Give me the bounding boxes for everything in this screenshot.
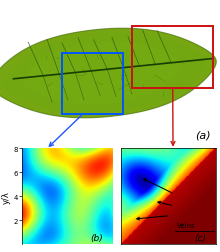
Y-axis label: y/λ: y/λ [2,190,11,203]
PathPatch shape [0,29,216,118]
Text: (a): (a) [196,130,211,140]
Text: Veins: Veins [177,222,195,228]
PathPatch shape [23,42,181,105]
Text: (b): (b) [90,233,103,242]
PathPatch shape [3,34,206,114]
Bar [62,53,123,114]
PathPatch shape [0,29,216,118]
Bar [132,27,213,88]
Text: (c): (c) [194,233,206,242]
